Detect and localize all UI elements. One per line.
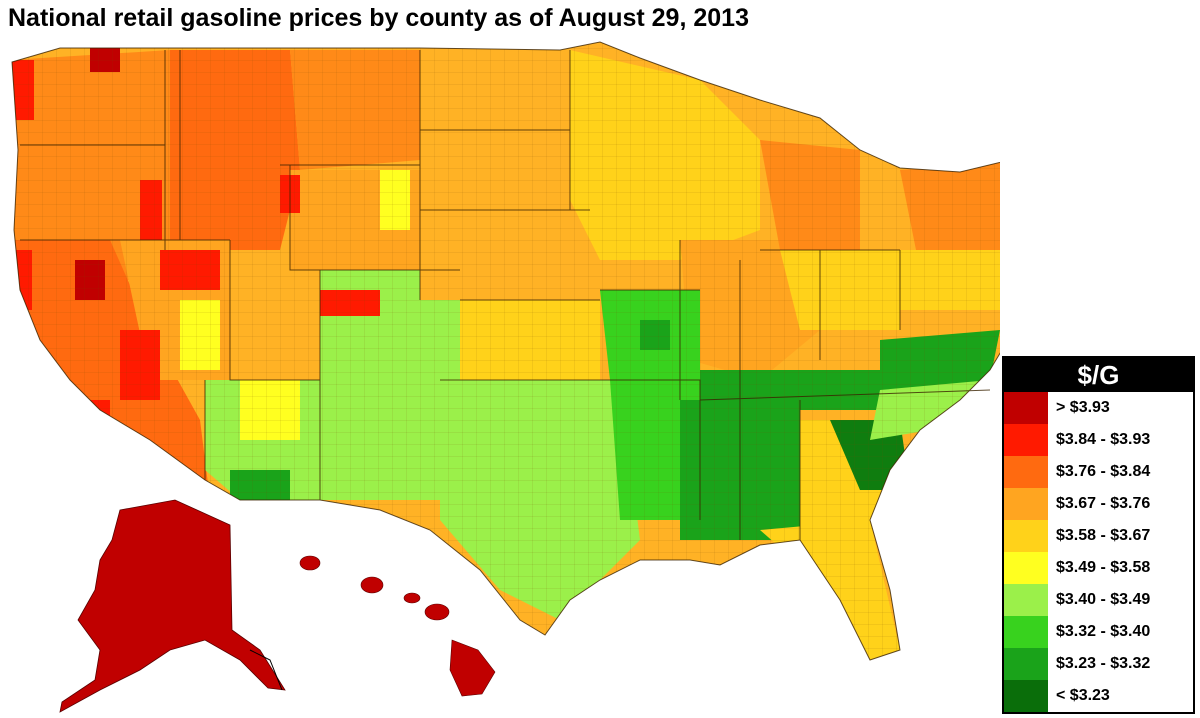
legend-item: $3.67 - $3.76 bbox=[1004, 488, 1193, 520]
state-borders bbox=[11, 41, 1000, 661]
legend-label: $3.40 - $3.49 bbox=[1056, 591, 1151, 608]
legend-header: $/G bbox=[1004, 358, 1193, 392]
contiguous-us bbox=[12, 42, 1000, 660]
legend-swatch bbox=[1004, 584, 1048, 616]
hawaii bbox=[299, 555, 496, 697]
legend-label: > $3.93 bbox=[1056, 399, 1110, 416]
legend-swatch bbox=[1004, 520, 1048, 552]
legend-label: $3.58 - $3.67 bbox=[1056, 527, 1151, 544]
map-title: National retail gasoline prices by count… bbox=[8, 4, 749, 32]
legend-label: $3.49 - $3.58 bbox=[1056, 559, 1151, 576]
legend-item: $3.58 - $3.67 bbox=[1004, 520, 1193, 552]
legend-rows: > $3.93 $3.84 - $3.93 $3.76 - $3.84 $3.67 -… bbox=[1004, 392, 1193, 712]
legend-label: $3.76 - $3.84 bbox=[1056, 463, 1151, 480]
legend-swatch bbox=[1004, 488, 1048, 520]
legend-label: < $3.23 bbox=[1056, 687, 1110, 704]
alaska bbox=[59, 499, 286, 713]
legend-swatch bbox=[1004, 424, 1048, 456]
legend-swatch bbox=[1004, 648, 1048, 680]
price-legend: $/G > $3.93 $3.84 - $3.93 $3.76 - $3.84 $3.… bbox=[1002, 356, 1195, 714]
legend-item: $3.76 - $3.84 bbox=[1004, 456, 1193, 488]
legend-item: $3.49 - $3.58 bbox=[1004, 552, 1193, 584]
legend-item: $3.23 - $3.32 bbox=[1004, 648, 1193, 680]
legend-label: $3.84 - $3.93 bbox=[1056, 431, 1151, 448]
legend-swatch bbox=[1004, 680, 1048, 712]
legend-swatch bbox=[1004, 552, 1048, 584]
legend-swatch bbox=[1004, 616, 1048, 648]
us-county-price-map bbox=[11, 41, 1000, 713]
legend-item: $3.40 - $3.49 bbox=[1004, 584, 1193, 616]
legend-item: < $3.23 bbox=[1004, 680, 1193, 712]
legend-swatch bbox=[1004, 392, 1048, 424]
legend-item: > $3.93 bbox=[1004, 392, 1193, 424]
legend-label: $3.67 - $3.76 bbox=[1056, 495, 1151, 512]
legend-label: $3.23 - $3.32 bbox=[1056, 655, 1151, 672]
legend-item: $3.84 - $3.93 bbox=[1004, 424, 1193, 456]
legend-swatch bbox=[1004, 456, 1048, 488]
legend-label: $3.32 - $3.40 bbox=[1056, 623, 1151, 640]
legend-item: $3.32 - $3.40 bbox=[1004, 616, 1193, 648]
